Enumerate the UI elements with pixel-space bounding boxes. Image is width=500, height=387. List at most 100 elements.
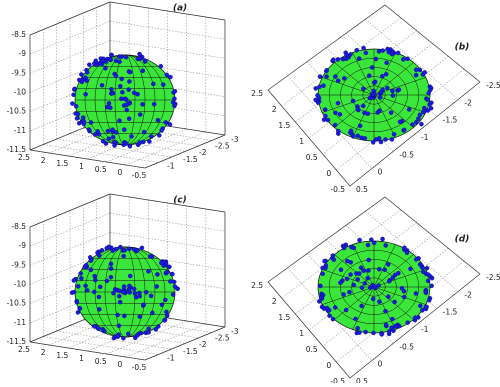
- sample-point: [128, 273, 133, 279]
- sample-point: [110, 127, 115, 132]
- sample-point: [124, 141, 129, 146]
- sample-point: [97, 284, 103, 290]
- z-tick-label: -10.5: [7, 299, 27, 308]
- sample-point: [146, 269, 151, 274]
- sample-point: [388, 110, 394, 115]
- sample-point: [370, 296, 376, 302]
- panel: -8.5 -9 -9.5 -10 -10.5 -11 -11.52.5 2 1.5 1 0.5 0 -0…: [7, 1, 239, 180]
- sample-point: [317, 74, 323, 79]
- sample-point: [424, 304, 429, 310]
- ellipsoid-meridian: [373, 94, 426, 113]
- sample-point: [327, 313, 332, 318]
- sample-point: [333, 74, 338, 79]
- sample-point: [366, 257, 371, 263]
- ellipsoid-meridian: [334, 254, 375, 288]
- sample-point: [76, 121, 82, 126]
- sample-point: [355, 277, 360, 282]
- sample-point: [413, 291, 419, 296]
- ellipsoid-meridian: [334, 286, 375, 320]
- sample-point: [163, 297, 168, 303]
- sample-point: [137, 293, 142, 299]
- sample-point: [122, 313, 127, 319]
- sample-point: [335, 57, 341, 62]
- sample-point: [168, 74, 173, 80]
- sample-point: [335, 100, 341, 106]
- sample-point: [408, 266, 413, 272]
- sample-point: [426, 297, 432, 303]
- x-tick-label: 2: [272, 105, 277, 114]
- ellipsoid-meridian: [373, 94, 414, 128]
- sample-point: [69, 290, 75, 295]
- sample-point: [396, 87, 402, 92]
- ellipsoid-meridian: [373, 94, 396, 138]
- grid-line: [56, 138, 172, 158]
- sample-point: [113, 130, 119, 135]
- axis-edge: [29, 149, 146, 169]
- sample-point: [93, 58, 98, 64]
- sample-point: [157, 133, 162, 138]
- sample-point: [124, 97, 129, 103]
- sample-point: [354, 47, 360, 53]
- sample-point: [355, 325, 360, 331]
- x-tick-label: 1: [79, 354, 84, 363]
- sample-point: [88, 120, 94, 125]
- sample-point: [323, 113, 328, 119]
- sample-point: [115, 334, 121, 339]
- y-tick-label: -1: [167, 161, 175, 170]
- sample-point: [316, 95, 322, 101]
- axis-edge: [144, 326, 226, 361]
- sample-point: [416, 116, 421, 121]
- x-tick-label: 2: [272, 297, 277, 306]
- sample-point: [141, 302, 146, 307]
- z-tick-label: -9.5: [11, 260, 26, 269]
- sample-point: [380, 48, 386, 53]
- z-tick-label: -8.5: [11, 222, 26, 231]
- sample-point: [120, 90, 125, 95]
- sample-point: [383, 308, 388, 314]
- sample-point: [318, 295, 324, 301]
- sample-point: [347, 289, 352, 295]
- sample-point: [322, 258, 327, 264]
- sample-point: [83, 283, 88, 289]
- sample-point: [365, 275, 371, 281]
- y-tick-label: -1.5: [443, 308, 458, 317]
- sample-point: [420, 109, 426, 115]
- sample-point: [366, 268, 371, 273]
- sample-point: [75, 310, 81, 315]
- sample-point: [70, 101, 75, 106]
- sample-point: [78, 271, 83, 276]
- ellipsoid-meridian: [322, 286, 375, 305]
- sample-point: [126, 246, 132, 252]
- sample-point: [84, 78, 90, 83]
- sample-point: [113, 73, 119, 79]
- z-tick-label: -10.5: [7, 107, 27, 116]
- axis-edge: [29, 341, 146, 361]
- sample-point: [116, 323, 122, 329]
- sample-point: [117, 118, 122, 123]
- y-tick-label: 0: [378, 360, 383, 369]
- sample-point: [363, 50, 369, 56]
- z-tick-label: -8.5: [11, 30, 26, 39]
- sample-point: [325, 117, 331, 123]
- sample-point: [383, 322, 389, 328]
- x-tick-label: 2.5: [251, 89, 263, 98]
- panel-label: (b): [455, 43, 470, 53]
- sample-point: [390, 93, 396, 98]
- panel: -8.5 -9 -9.5 -10 -10.5 -11 -11.52.5 2 1.5 1 0.5 0 -0…: [7, 193, 239, 372]
- sample-point: [105, 128, 111, 134]
- sample-point: [74, 116, 80, 121]
- sample-point: [348, 52, 353, 57]
- grid-line: [281, 209, 402, 299]
- sample-point: [118, 244, 123, 250]
- ellipsoid-meridian: [373, 269, 426, 288]
- sample-point: [141, 139, 146, 145]
- x-tick-label: 1: [79, 162, 84, 171]
- sample-point: [383, 137, 388, 142]
- x-tick-label: 1.5: [56, 159, 68, 168]
- sample-point: [348, 272, 353, 277]
- sample-point: [79, 276, 84, 281]
- sample-point: [151, 101, 157, 107]
- sample-point: [132, 291, 138, 296]
- y-tick-label: -1: [421, 133, 429, 142]
